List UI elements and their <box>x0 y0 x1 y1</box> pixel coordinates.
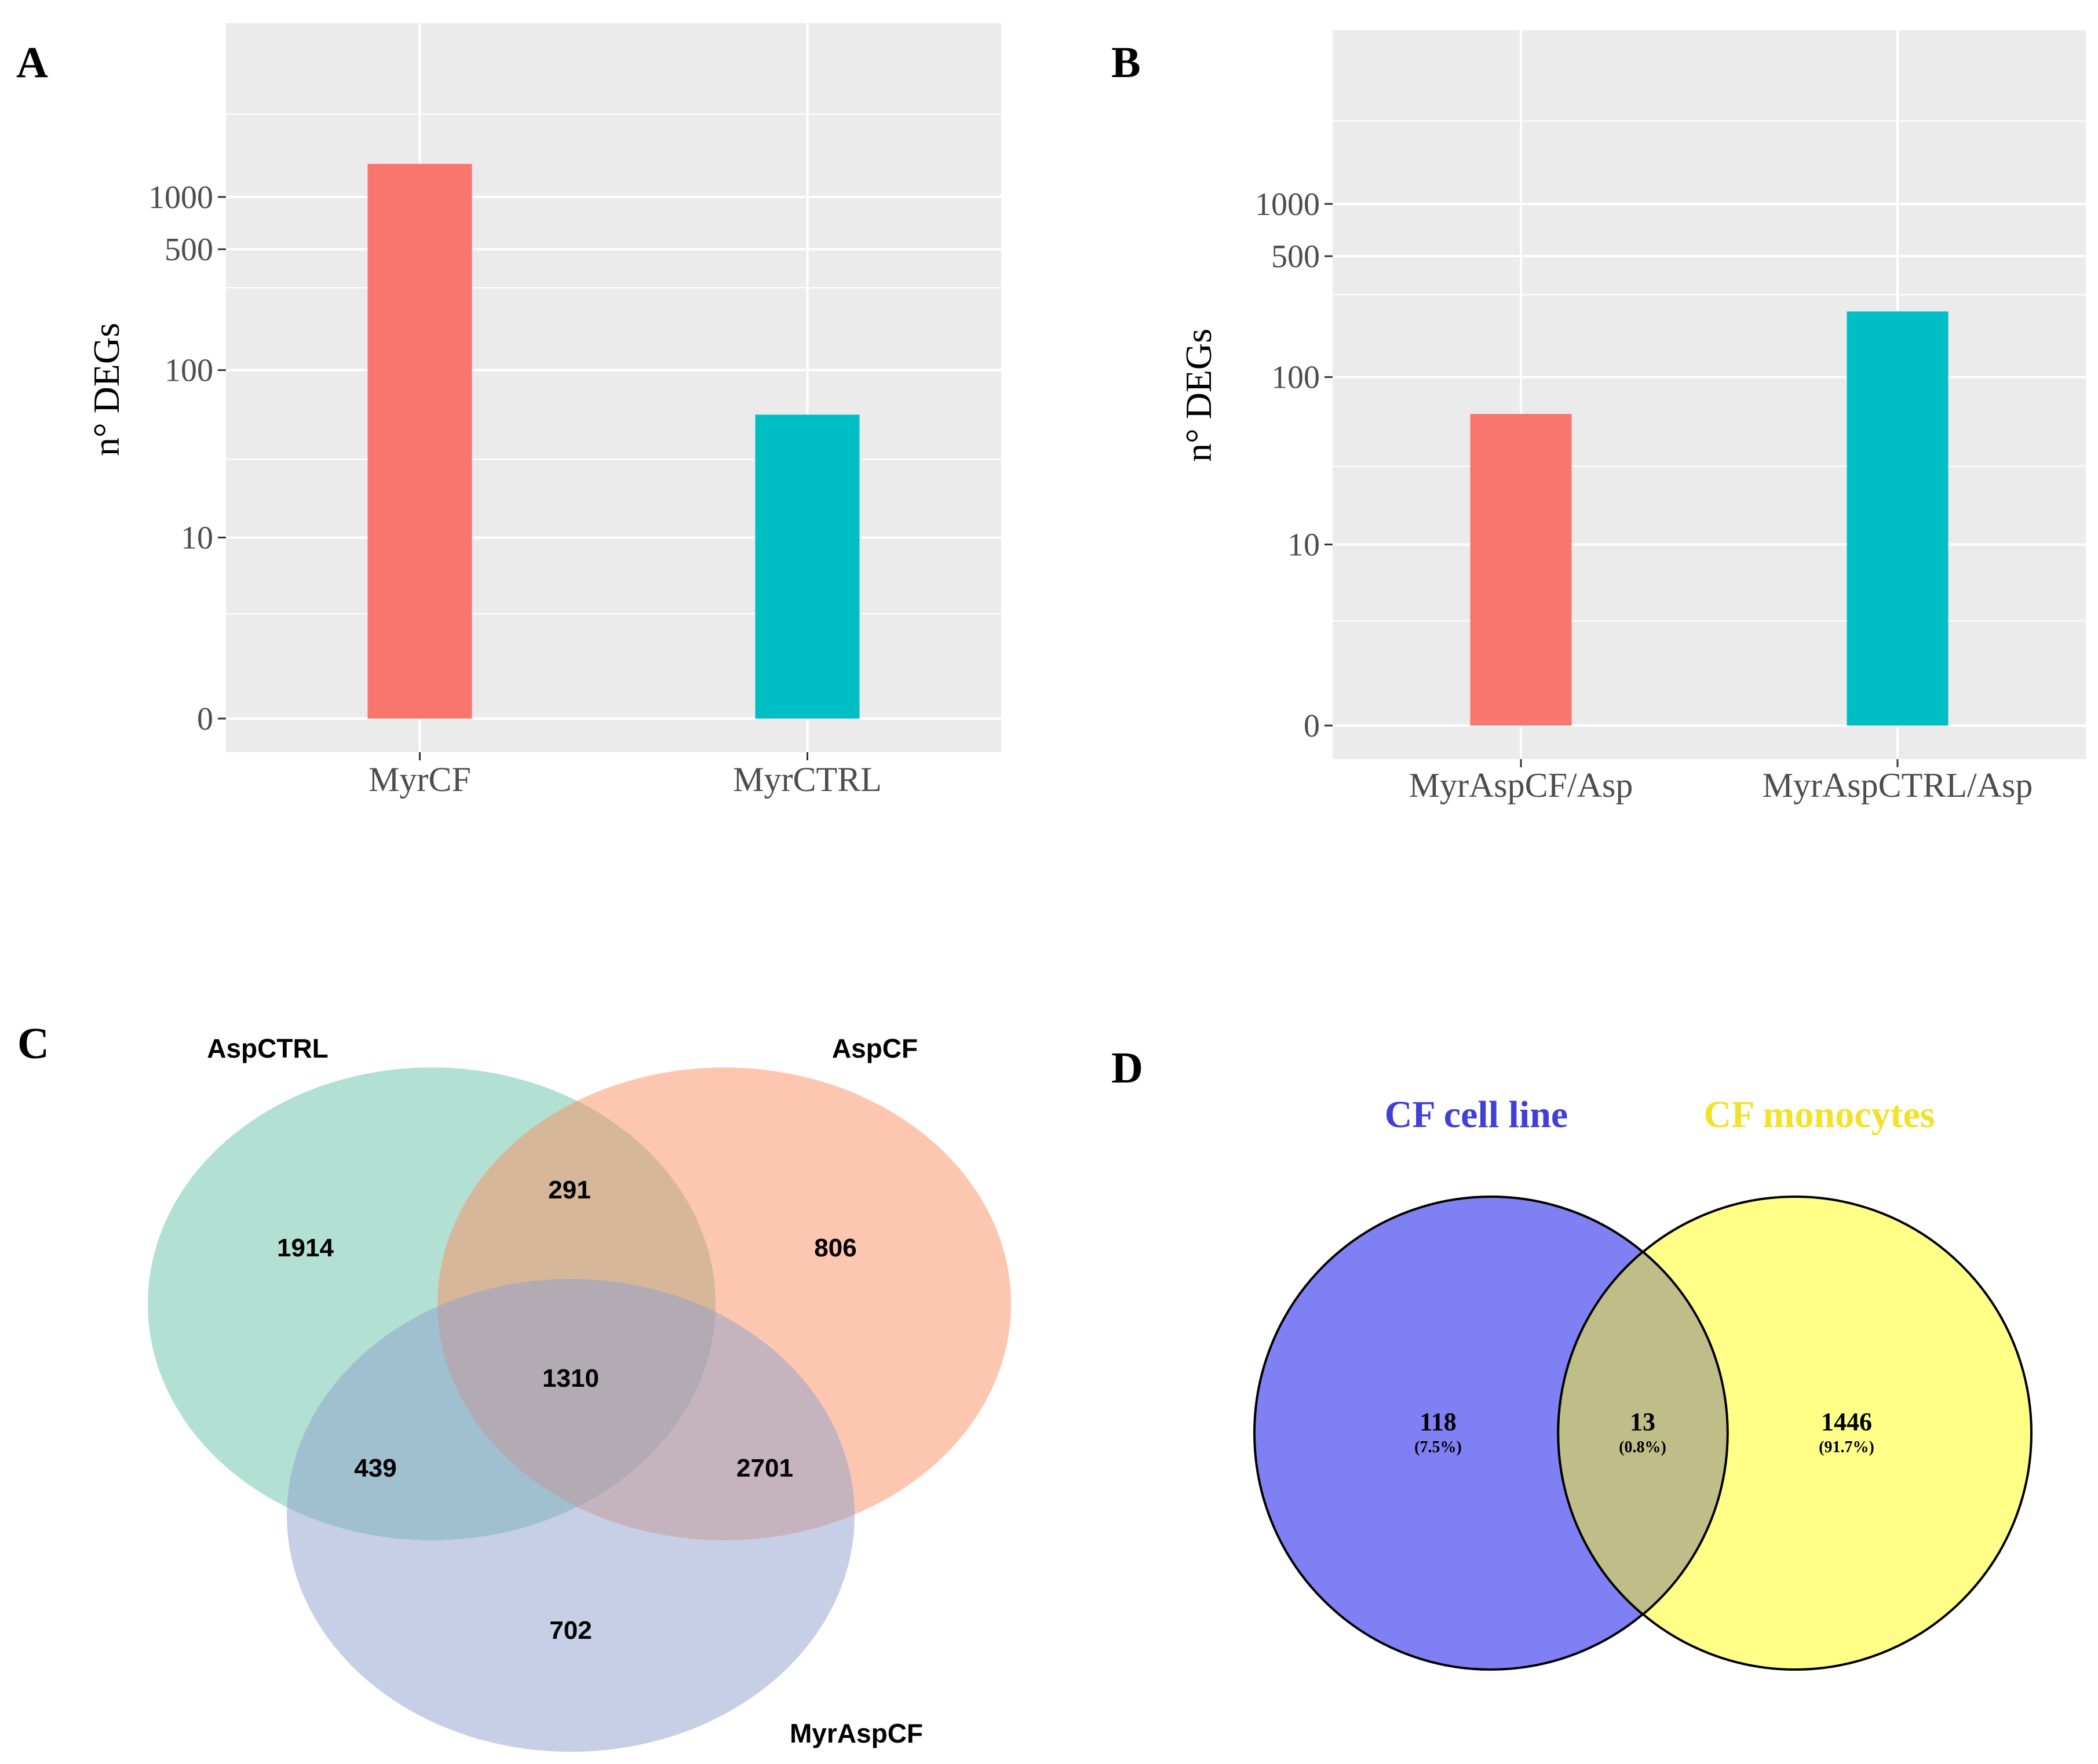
venn-count-aspcf-myraspcf: 2701 <box>736 1454 793 1482</box>
y-tick-label: 500 <box>1271 239 1320 275</box>
panel-a-x-tick-marks <box>420 752 808 760</box>
panel-d-letter: D <box>1111 1044 1143 1092</box>
panel-b-plot-background <box>1333 30 2086 759</box>
bar-myraspcf-asp <box>1471 414 1572 726</box>
venn-set-label-aspcf: AspCF <box>832 1033 918 1063</box>
y-tick-label: 0 <box>197 701 213 737</box>
panel-b-y-tick-marks <box>1325 204 1333 726</box>
y-tick-label: 100 <box>1271 360 1320 396</box>
y-tick-label: 1000 <box>1255 187 1320 223</box>
x-tick-label: MyrAspCF/Asp <box>1409 766 1633 804</box>
x-tick-label: MyrCTRL <box>733 760 882 799</box>
x-tick-label: MyrCF <box>368 760 471 799</box>
x-tick-label: MyrAspCTRL/Asp <box>1763 766 2033 804</box>
y-tick-label: 10 <box>1287 527 1320 563</box>
venn-count-aspctrl-myraspcf: 439 <box>354 1454 396 1482</box>
panel-a-x-tick-labels: MyrCF MyrCTRL <box>368 760 882 799</box>
venn-d-pct-left-only: (7.5%) <box>1414 1438 1462 1456</box>
venn-count-aspctrl-aspcf: 291 <box>548 1176 590 1204</box>
venn-count-myraspcf-only: 702 <box>549 1616 592 1645</box>
y-tick-label: 0 <box>1304 708 1320 744</box>
panel-a-y-tick-marks <box>218 197 226 719</box>
panel-b-x-tick-labels: MyrAspCF/Asp MyrAspCTRL/Asp <box>1409 766 2033 804</box>
bar-myrctrl <box>756 415 860 719</box>
venn-count-all-three: 1310 <box>542 1364 599 1393</box>
venn-d-title-cf-cell-line: CF cell line <box>1385 1094 1568 1136</box>
y-tick-label: 100 <box>165 353 213 389</box>
panel-a-plot-background <box>226 23 1001 752</box>
bar-myraspctrl-asp <box>1847 311 1949 726</box>
panel-a: A 0 10 100 500 1000 MyrCF MyrCTRL n° DEGs <box>16 23 1001 799</box>
bar-myrcf <box>368 164 472 719</box>
panel-b-letter: B <box>1111 38 1141 87</box>
panel-c-letter: C <box>17 1019 49 1068</box>
panel-b-y-axis-label: n° DEGs <box>1178 329 1219 462</box>
panel-d-venn: D CF cell line CF monocytes 118 (7.5%) 1… <box>1111 1044 2031 1670</box>
venn-set-label-aspctrl: AspCTRL <box>207 1033 329 1063</box>
venn-d-pct-overlap: (0.8%) <box>1619 1438 1666 1456</box>
venn-d-pct-right-only: (91.7%) <box>1819 1438 1874 1456</box>
figure-canvas: A 0101005001000 MyrCF MyrCTRL n° DEGs B 0… <box>0 0 2098 1764</box>
venn-d-title-cf-monocytes: CF monocytes <box>1704 1094 1935 1136</box>
panel-b-y-tick-labels: 0 10 100 500 1000 <box>1255 187 1320 744</box>
panel-c-venn: C AspCTRL AspCF MyrAspCF 1914 291 806 13… <box>17 1019 1011 1752</box>
venn-count-aspctrl-only: 1914 <box>277 1234 334 1262</box>
venn-circle-myraspcf <box>287 1279 855 1752</box>
panel-a-letter: A <box>16 38 48 87</box>
y-tick-label: 10 <box>181 520 213 556</box>
venn-set-label-myraspcf: MyrAspCF <box>790 1718 923 1748</box>
venn-count-aspcf-only: 806 <box>814 1234 856 1262</box>
panel-a-y-axis-label: n° DEGs <box>86 323 127 456</box>
panel-a-y-tick-labels: 0 10 100 500 1000 <box>148 180 213 737</box>
y-tick-label: 1000 <box>148 180 213 216</box>
panel-b: B 0 10 100 500 1000 MyrAspCF/Asp MyrAspCTRL/A… <box>1111 30 2086 804</box>
y-tick-label: 500 <box>165 232 213 268</box>
venn-d-count-right-only: 1446 <box>1821 1408 1872 1436</box>
venn-d-count-left-only: 118 <box>1420 1408 1457 1436</box>
venn-d-count-overlap: 13 <box>1630 1408 1655 1436</box>
